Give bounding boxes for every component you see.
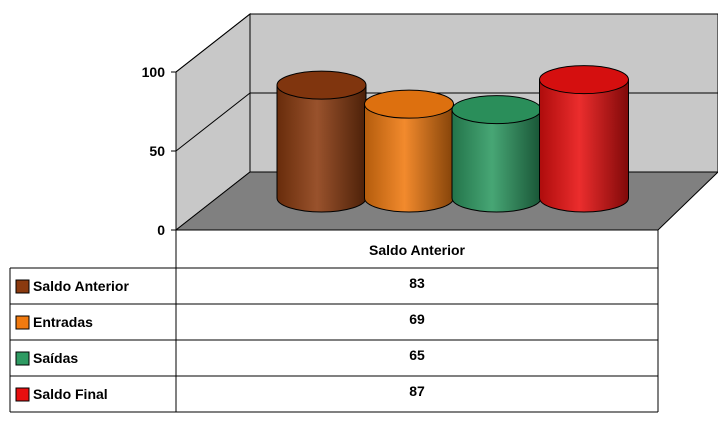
bars: [276, 65, 629, 213]
bar-saídas: [451, 95, 542, 213]
legend-label: Saídas: [33, 350, 78, 366]
bar-body: [276, 84, 367, 213]
y-ticks: 0 50 100: [142, 64, 176, 238]
data-label: 65: [409, 347, 425, 363]
bar-saldo-final: [539, 65, 629, 213]
legend-key: [15, 279, 30, 294]
legend-key: [15, 387, 30, 402]
bar-top: [276, 70, 367, 100]
bar-top: [364, 89, 454, 119]
bar-saldo-anterior: [276, 70, 367, 213]
y-tick-label: 0: [157, 222, 165, 238]
data-label: 69: [409, 311, 425, 327]
legend-label: Entradas: [33, 314, 93, 330]
y-tick-label: 100: [142, 64, 166, 80]
bar-body: [364, 103, 454, 213]
legend-label: Saldo Anterior: [33, 278, 129, 294]
y-tick-label: 50: [149, 143, 165, 159]
table-header-category: Saldo Anterior: [369, 242, 465, 258]
legend-key: [15, 351, 30, 366]
bar-entradas: [364, 89, 454, 213]
bar-top: [451, 95, 542, 125]
bar-body: [539, 79, 629, 213]
legend-label: Saldo Final: [33, 386, 108, 402]
gridline: [175, 13, 718, 73]
data-table: Saldo Anterior Saldo Anterior 83 Entradas 69…: [9, 230, 659, 413]
data-label: 87: [409, 383, 425, 399]
data-label: 83: [409, 275, 425, 291]
bar-top: [539, 65, 629, 95]
legend-key: [15, 315, 30, 330]
bar-body: [451, 109, 542, 213]
